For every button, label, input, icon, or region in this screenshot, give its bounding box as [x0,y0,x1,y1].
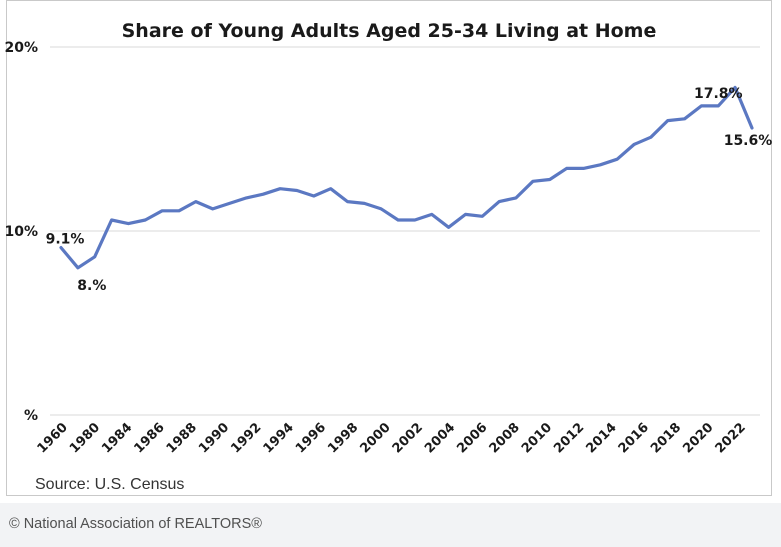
y-tick-label: % [24,408,38,424]
data-label: 8.% [77,278,106,294]
x-tick-label: 2002 [390,420,426,456]
x-tick-label: 2004 [422,420,458,456]
source-note: Source: U.S. Census [35,476,184,493]
series-line [59,85,754,270]
x-tick-label: 1960 [35,420,71,456]
x-tick-label: 1984 [99,420,135,456]
data-label: 9.1% [46,232,85,248]
gridlines [50,46,760,416]
x-tick-label: 1998 [325,420,361,456]
x-tick-label: 2000 [357,420,393,456]
x-tick-label: 1992 [228,420,264,456]
x-tick-label: 2016 [616,420,652,456]
chart-card [6,0,772,496]
chart-title: Share of Young Adults Aged 25-34 Living … [122,20,657,42]
y-tick-label: 10% [4,224,38,240]
x-tick-label: 1980 [67,420,103,456]
line-chart: Share of Young Adults Aged 25-34 Living … [4,20,773,493]
series-layer [59,85,754,270]
x-tick-label: 2010 [519,420,555,456]
x-tick-label: 2014 [583,420,619,456]
x-tick-label: 1994 [261,420,297,456]
copyright-text: © National Association of REALTORS® [9,516,262,532]
x-tick-label: 1988 [164,420,200,456]
x-tick-label: 1986 [131,420,167,456]
x-axis-ticks: 1960198019841986198819901992199419961998… [35,420,749,456]
x-tick-label: 1996 [293,420,329,456]
x-tick-label: 2018 [648,420,684,456]
x-tick-label: 2020 [680,420,716,456]
data-label: 15.6% [724,133,773,149]
x-tick-label: 1990 [196,420,232,456]
x-tick-label: 2022 [713,420,749,456]
data-label: 17.8% [694,86,743,102]
x-tick-label: 2012 [551,420,587,456]
data-labels: 9.1% 8.% 17.8% 15.6% [46,86,773,294]
y-axis-ticks: 20% 10%% [4,40,38,424]
y-tick-label: 20% [4,40,38,56]
footer-bar: © National Association of REALTORS® [0,503,781,547]
x-tick-label: 2008 [487,420,523,456]
x-tick-label: 2006 [454,420,490,456]
